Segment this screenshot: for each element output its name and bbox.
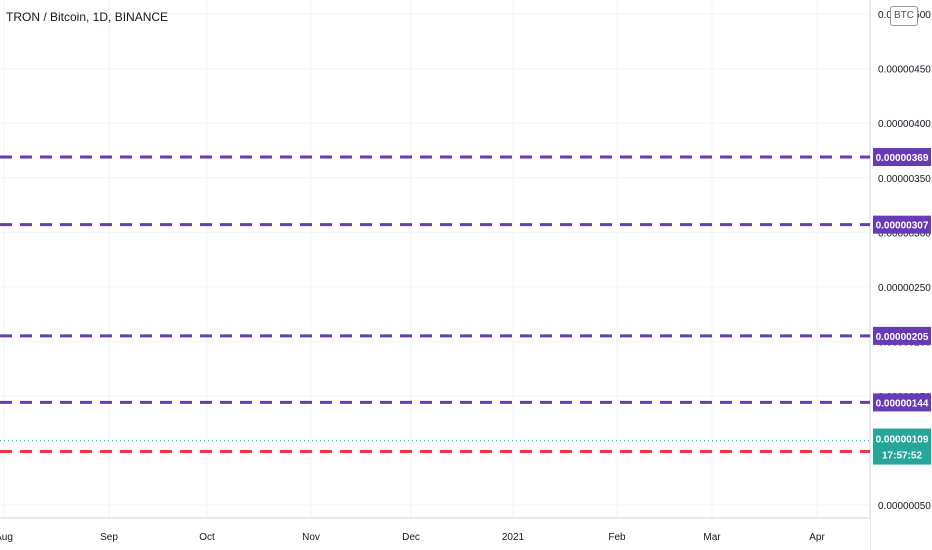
last-price-text: 0.00000109 xyxy=(876,435,929,446)
time-axis[interactable]: Aug Sep Oct Nov Dec 2021 Feb Mar Apr xyxy=(0,517,870,550)
time-tick-1: Sep xyxy=(100,532,118,543)
price-tick-8: 0.00000450 xyxy=(878,65,931,76)
level-tag-text-3: 0.00000144 xyxy=(876,398,929,409)
time-tick-5: 2021 xyxy=(502,532,525,543)
time-axis-bg xyxy=(0,518,870,550)
time-tick-4: Dec xyxy=(402,532,420,543)
time-tick-7: Mar xyxy=(703,532,721,543)
price-tick-4: 0.00000250 xyxy=(878,283,931,294)
countdown-text: 17:57:52 xyxy=(882,451,922,462)
horizontal-levels: 0.00000369 0.00000307 0.00000205 0.00000144… xyxy=(0,148,931,465)
level-tag-text-1: 0.00000307 xyxy=(876,221,929,232)
price-tick-5: 0.00000300 xyxy=(878,228,931,239)
level-tag-1 xyxy=(873,215,931,234)
chart-title: TRON / Bitcoin, 1D, BINANCE xyxy=(6,10,169,24)
time-tick-0: Aug xyxy=(0,532,13,543)
time-tick-6: Feb xyxy=(608,532,626,543)
price-axis-bg xyxy=(870,0,932,550)
level-tag-text-2: 0.00000205 xyxy=(876,332,929,343)
level-tag-2 xyxy=(873,326,931,345)
level-tag-3 xyxy=(873,393,931,412)
price-tick-6: 0.00000350 xyxy=(878,174,931,185)
level-tag-text-0: 0.00000369 xyxy=(876,153,929,164)
time-tick-2: Oct xyxy=(199,532,215,543)
grid-lines xyxy=(0,0,870,518)
time-tick-8: Apr xyxy=(809,532,825,543)
price-tick-0: 0.00000050 xyxy=(878,501,931,512)
last-price-tag xyxy=(873,428,931,465)
time-tick-3: Nov xyxy=(302,532,320,543)
currency-badge[interactable]: BTC xyxy=(890,6,918,26)
price-tick-7: 0.00000400 xyxy=(878,119,931,130)
level-tag-0 xyxy=(873,148,931,167)
